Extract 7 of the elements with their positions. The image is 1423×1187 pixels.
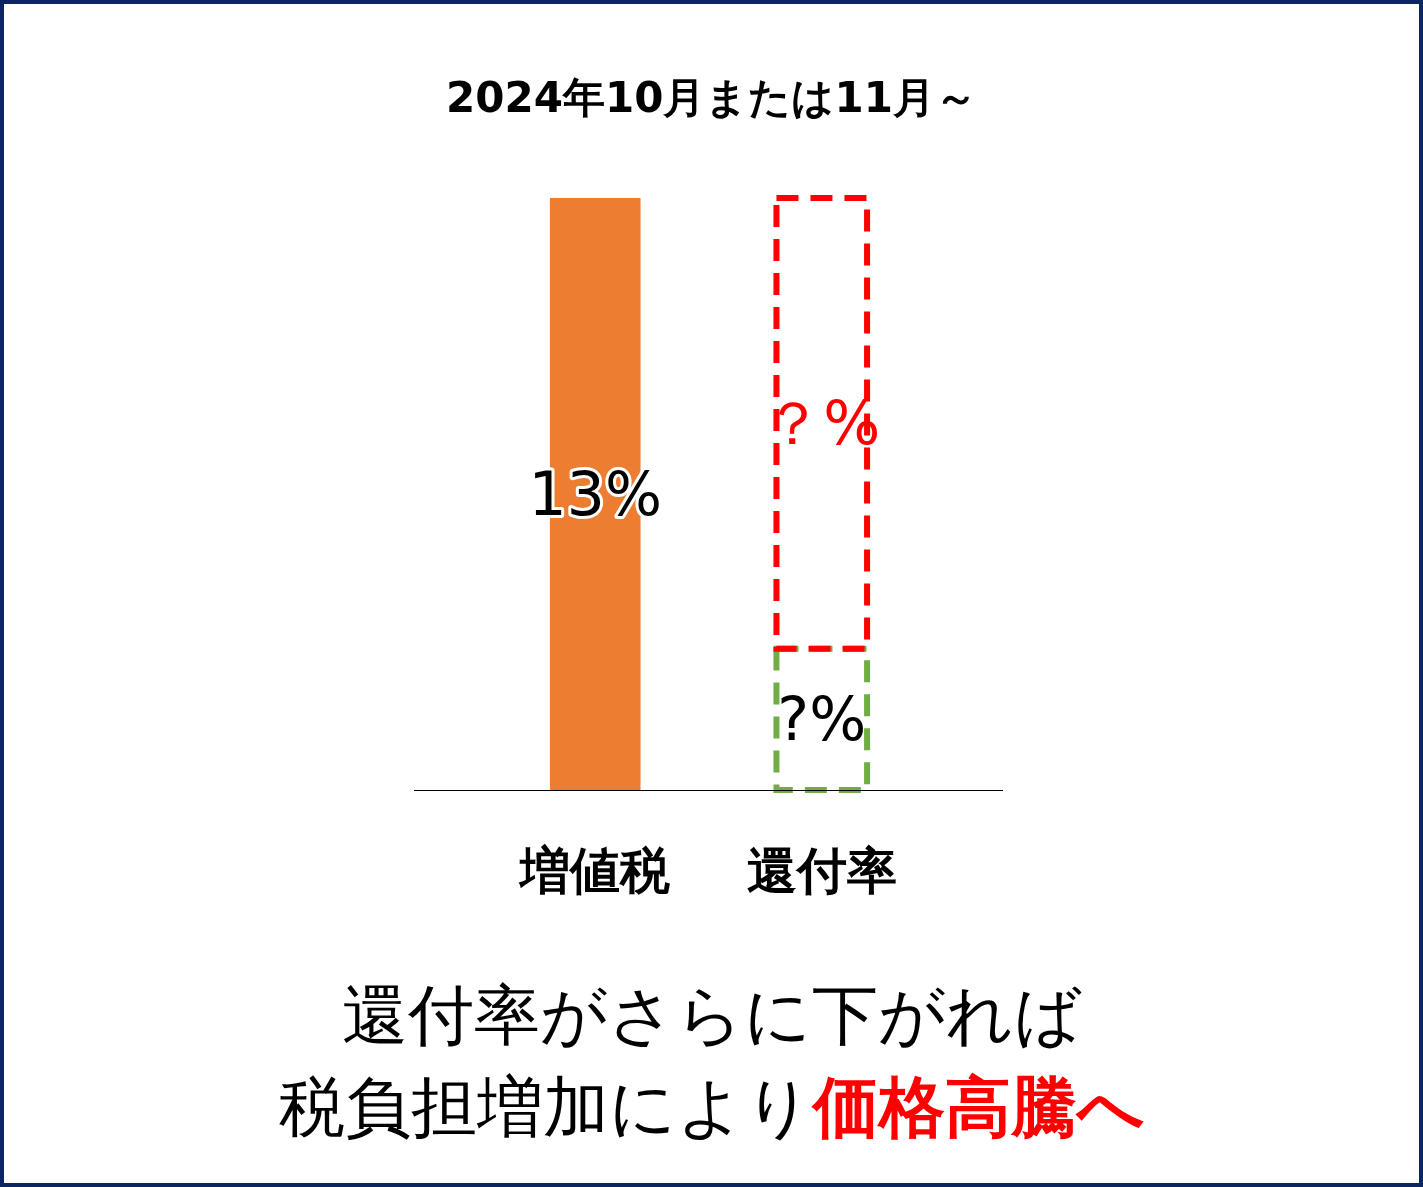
x-tick-label: 還付率 bbox=[746, 842, 897, 900]
text: 価格高騰へ bbox=[810, 1069, 1145, 1146]
text: 還付率がさらに下がれば bbox=[341, 977, 1082, 1054]
x-tick-label: 増値税 bbox=[518, 842, 671, 900]
data-label: ？% bbox=[763, 388, 881, 459]
chart-title: 2024年10月または11月～ bbox=[446, 73, 977, 122]
data-label: ?% bbox=[777, 684, 867, 755]
